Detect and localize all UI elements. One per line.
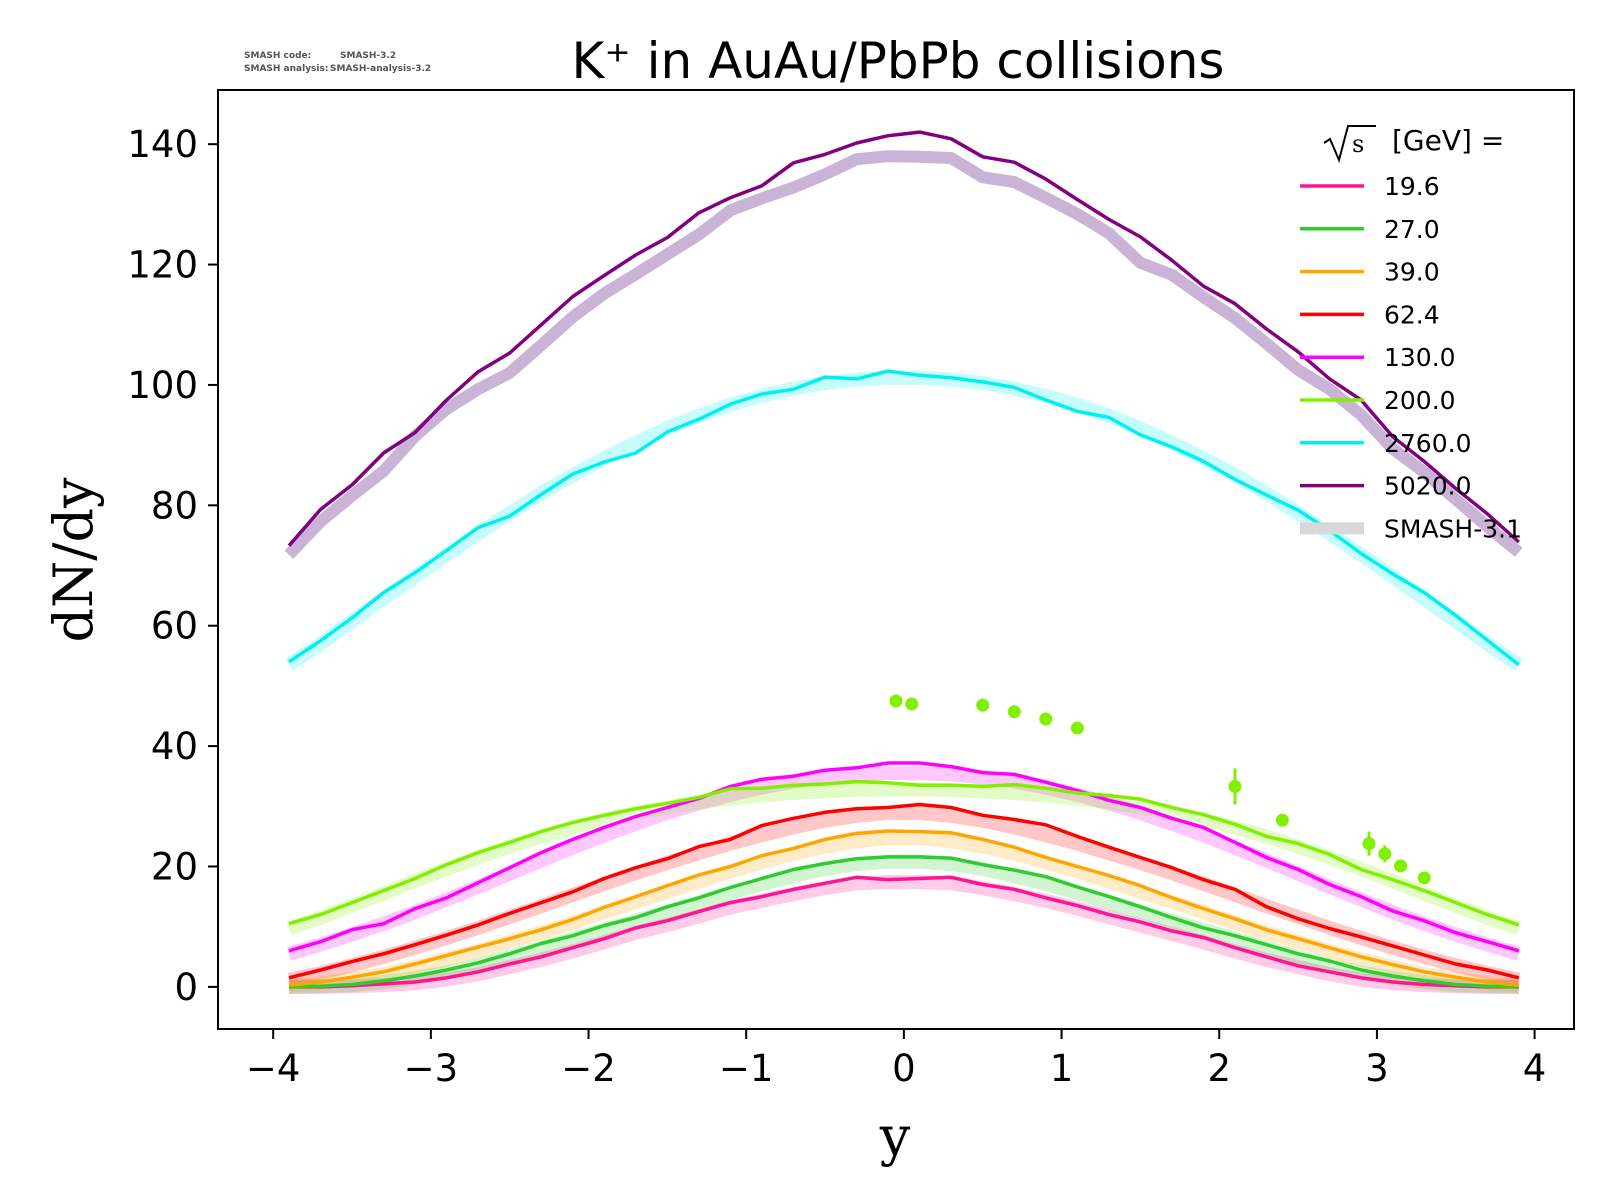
reference-band-2760.0 (285, 370, 1523, 671)
reference-layer (284, 150, 1523, 994)
y-tick-label: 40 (151, 725, 198, 768)
series-line-200.0 (288, 779, 1520, 927)
y-tick-label: 120 (127, 244, 198, 287)
data-point (1362, 837, 1376, 851)
reference-band-27.0 (288, 854, 1519, 994)
x-tick-label: 3 (1365, 1047, 1389, 1090)
series-line-62.4 (288, 802, 1520, 980)
legend-title-sqrt-arg: s (1352, 130, 1364, 158)
legend-label-5020.0: 5020.0 (1384, 472, 1471, 501)
plot-frame (217, 89, 1575, 1030)
data-point (976, 698, 990, 712)
reference-band-19.6 (289, 875, 1519, 994)
y-tick-label: 0 (174, 966, 198, 1009)
x-tick-label: 2 (1207, 1047, 1231, 1090)
series-line-19.6 (289, 875, 1519, 989)
legend-label-reference: SMASH-3.1 (1384, 514, 1522, 543)
data-point (1417, 871, 1431, 885)
legend-label-2760.0: 2760.0 (1384, 429, 1471, 458)
version-analysis-value: SMASH-analysis-3.2 (330, 64, 431, 74)
data-point (905, 697, 919, 711)
y-tick-label: 20 (151, 845, 198, 888)
data-point (1378, 847, 1392, 861)
chart-title: K⁺ in AuAu/PbPb collisions (572, 32, 1225, 90)
x-axis: −4 −3 −2 −1 0 1 2 3 4 (246, 1029, 1546, 1090)
reference-band-200.0 (286, 782, 1522, 936)
version-analysis-label: SMASH analysis: (244, 64, 328, 74)
legend-label-39.0: 39.0 (1384, 258, 1440, 287)
data-point (1228, 779, 1242, 793)
data-point (1275, 813, 1289, 827)
legend-label-62.4: 62.4 (1384, 300, 1440, 329)
legend-title-text: [GeV] = (1392, 124, 1504, 157)
legend-label-27.0: 27.0 (1384, 215, 1440, 244)
legend-label-19.6: 19.6 (1384, 172, 1440, 201)
legend-label-200.0: 200.0 (1384, 386, 1456, 415)
y-axis: 0 20 40 60 80 100 120 140 (127, 123, 218, 1009)
series-layer (287, 130, 1520, 989)
legend-title: s [GeV] = (1323, 124, 1504, 164)
version-code-label: SMASH code: (244, 51, 311, 61)
series-line-130.0 (288, 761, 1520, 953)
series-line-39.0 (288, 829, 1519, 987)
x-tick-label: 4 (1523, 1047, 1547, 1090)
reference-band-130.0 (287, 766, 1521, 961)
y-tick-label: 80 (151, 484, 198, 527)
y-tick-label: 100 (127, 364, 198, 407)
sqrt-icon (1323, 125, 1376, 164)
data-point (889, 694, 903, 708)
x-axis-label: y (879, 1105, 911, 1168)
version-code-value: SMASH-3.2 (340, 51, 396, 61)
reference-band-39.0 (288, 831, 1520, 993)
data-point (1039, 712, 1053, 726)
y-tick-label: 140 (127, 123, 198, 166)
legend-entries: 19.6 27.0 39.0 62.4 130.0 200.0 2760.0 5020.0 SM… (1300, 172, 1522, 543)
x-tick-label: 1 (1050, 1047, 1074, 1090)
data-point (1394, 859, 1408, 873)
x-tick-label: −3 (404, 1047, 459, 1090)
x-tick-label: −2 (561, 1047, 616, 1090)
x-tick-label: −1 (719, 1047, 774, 1090)
y-axis-label: dN/dy (42, 477, 105, 643)
reference-band-5020.0 (284, 150, 1523, 559)
y-tick-label: 60 (151, 605, 198, 648)
x-tick-label: 0 (892, 1047, 916, 1090)
legend-label-130.0: 130.0 (1384, 343, 1456, 372)
series-line-2760.0 (288, 369, 1520, 667)
series-line-5020.0 (287, 130, 1520, 547)
data-point (1070, 721, 1084, 735)
x-tick-label: −4 (246, 1047, 301, 1090)
series-line-27.0 (288, 855, 1519, 989)
data-point (1007, 705, 1021, 719)
experimental-points-layer (889, 694, 1431, 885)
legend: s [GeV] = 19.6 27.0 39.0 62.4 130.0 200.0 2760… (1300, 124, 1522, 543)
